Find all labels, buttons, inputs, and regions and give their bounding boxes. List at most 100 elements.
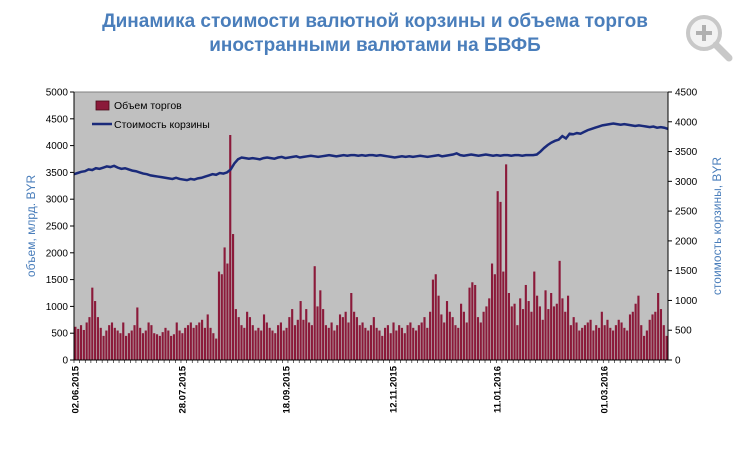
volume-bar [91, 287, 94, 360]
volume-bar [575, 322, 578, 360]
volume-bar [257, 327, 260, 360]
volume-bar [248, 317, 252, 360]
right-tick-label: 2500 [675, 207, 698, 218]
volume-bar [240, 325, 243, 360]
volume-bar [437, 295, 440, 360]
volume-bar [524, 284, 527, 360]
volume-bar [586, 322, 589, 360]
volume-bar [417, 325, 420, 360]
volume-bar [375, 327, 378, 360]
volume-bar [600, 311, 603, 360]
basket-cost-line [73, 122, 669, 182]
volume-bar [189, 322, 192, 360]
volume-bar [502, 271, 505, 360]
volume-bar [82, 329, 85, 360]
volume-bar [305, 309, 308, 360]
volume-bar [482, 311, 485, 360]
volume-bar [324, 325, 328, 360]
volume-bar [443, 322, 446, 360]
volume-bar [167, 330, 170, 360]
volume-bar [445, 301, 449, 360]
right-tick-label: 500 [675, 326, 692, 337]
volume-bar [468, 287, 471, 360]
legend-label-cost: Стоимость корзины [114, 119, 210, 131]
chart-title-line-2: иностранными валютами на БВФБ [209, 35, 541, 56]
chart-title-line-1: Динамика стоимости валютной корзины и об… [102, 11, 648, 32]
volume-bar [603, 325, 606, 360]
volume-bar [102, 335, 105, 360]
volume-bar [262, 314, 266, 360]
volume-bar [414, 330, 418, 360]
volume-bar [440, 314, 443, 360]
volume-bar [338, 314, 342, 360]
volume-bar [606, 319, 609, 360]
volume-bar [268, 327, 271, 360]
volume-bar [271, 330, 274, 360]
volume-bar [291, 309, 294, 360]
volume-bar [581, 327, 584, 360]
volume-bar [460, 303, 463, 360]
volume-bar [336, 325, 339, 360]
volume-bar [474, 284, 477, 360]
volume-bar [226, 263, 229, 360]
volume-bar [420, 322, 423, 360]
left-tick-label: 2500 [46, 222, 69, 233]
volume-bar [74, 326, 77, 360]
volume-bar [597, 327, 601, 360]
volume-bar [203, 327, 206, 360]
volume-bar [662, 325, 665, 360]
volume-bar [246, 311, 249, 360]
volume-bar [665, 335, 668, 360]
volume-bar [195, 325, 198, 360]
volume-bar [645, 330, 648, 360]
x-tick-label: 11.01.2016 [493, 366, 504, 413]
volume-bar [139, 327, 142, 360]
volume-bar [510, 306, 513, 360]
volume-bar [186, 325, 190, 360]
volume-bar [316, 306, 319, 360]
volume-bar [389, 333, 392, 360]
volume-bar [155, 334, 159, 360]
volume-bar [353, 311, 356, 360]
volume-bar [344, 311, 347, 360]
volume-bar [423, 317, 426, 360]
volume-bar [519, 298, 522, 360]
volume-bar [310, 325, 313, 360]
volume-bar [116, 330, 119, 360]
volume-bar [637, 295, 640, 360]
volume-bar [626, 330, 629, 360]
volume-bar [431, 279, 434, 360]
volume-bar [454, 325, 457, 360]
volume-bar [198, 322, 201, 360]
x-tick-label: 12.11.2015 [389, 365, 400, 413]
volume-bar [110, 322, 114, 360]
volume-bar [507, 293, 511, 360]
volume-bar [279, 322, 282, 360]
legend-swatch-volume [95, 100, 110, 111]
volume-bar [451, 317, 454, 360]
volume-bar [536, 295, 539, 360]
volume-bar [513, 303, 516, 360]
left-tick-label: 4000 [46, 141, 69, 152]
volume-bar [220, 274, 223, 360]
volume-bar [141, 333, 145, 360]
volume-bar [350, 293, 353, 360]
volume-bar [530, 311, 533, 360]
left-axis-label: объем, млрд. BYR [24, 175, 38, 278]
volume-bar [367, 330, 370, 360]
volume-bar [302, 319, 305, 360]
x-axis-ticks: 02.06.2015 28.07.2015 18.09.2015 12.11.2015… [70, 360, 666, 414]
volume-bar [499, 201, 502, 360]
volume-bar [541, 319, 544, 360]
volume-bar [392, 322, 395, 360]
volume-bar [648, 319, 651, 360]
volume-bar [96, 317, 99, 360]
volume-bar [490, 263, 494, 360]
volume-bar [99, 327, 102, 360]
volume-bar [178, 330, 181, 360]
volume-bar [544, 290, 547, 360]
volume-bar [282, 330, 285, 360]
volume-bar [254, 330, 257, 360]
magnifier-plus-icon[interactable] [683, 12, 733, 62]
